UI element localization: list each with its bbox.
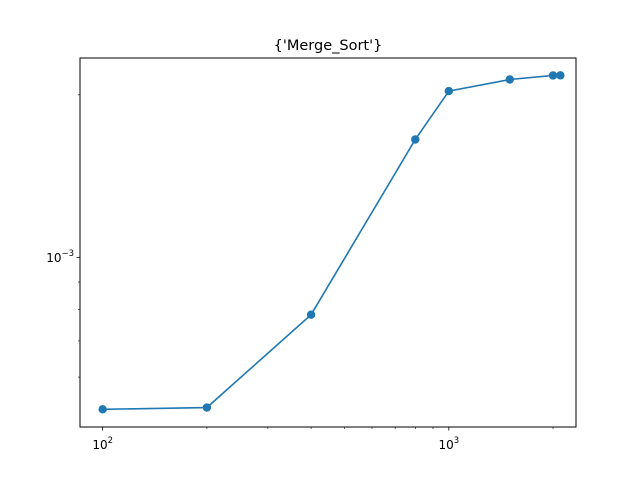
data-point	[411, 135, 420, 144]
data-point	[548, 71, 558, 80]
data-point	[202, 403, 212, 412]
y-tick-label: 10−3	[46, 249, 74, 265]
tick-labels: 102 103 10−3	[46, 249, 459, 452]
plot-area-frame	[79, 57, 577, 428]
x-tick-label: 102	[92, 436, 113, 452]
data-point	[505, 75, 514, 84]
data-point	[98, 405, 107, 414]
data-point	[444, 86, 454, 96]
data-point	[306, 310, 316, 319]
series-markers	[98, 71, 565, 414]
data-point	[556, 71, 565, 80]
series-line	[102, 74, 561, 411]
major-ticks	[76, 256, 450, 431]
x-tick-label: 103	[438, 436, 459, 452]
chart-title: {'Merge_Sort'}	[274, 38, 383, 54]
